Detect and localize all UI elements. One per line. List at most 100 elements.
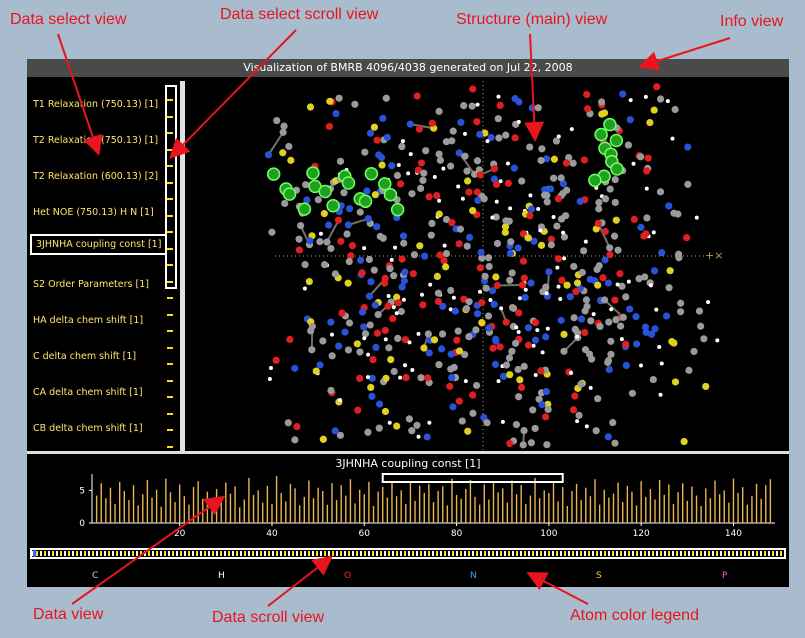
select-scroll-tick	[167, 396, 173, 398]
atom	[485, 324, 493, 332]
atom	[502, 318, 510, 326]
atom	[389, 257, 394, 262]
atom	[546, 185, 555, 193]
data-select-item-ca-delta[interactable]: CA delta chem shift [1]	[33, 387, 143, 398]
scroll-cell	[200, 551, 202, 556]
atom	[482, 284, 490, 292]
data-select-item-cb-delta[interactable]: CB delta chem shift [1]	[33, 423, 143, 434]
atom	[524, 324, 533, 332]
scroll-cell	[388, 551, 390, 556]
atom	[556, 134, 561, 139]
data-select-item-c-delta[interactable]: C delta chem shift [1]	[33, 351, 137, 362]
atom	[423, 433, 431, 441]
highlighted-atom	[282, 187, 297, 201]
atom	[622, 340, 630, 348]
atom	[460, 102, 468, 110]
atom	[584, 105, 592, 113]
select-scroll-tick	[167, 429, 173, 431]
molecule-render[interactable]: +×	[185, 81, 789, 451]
scroll-cell	[512, 551, 514, 556]
atom	[366, 129, 375, 137]
atom	[320, 260, 329, 269]
data-scroll-view[interactable]	[30, 548, 786, 559]
scroll-cell	[432, 551, 434, 556]
scroll-cell	[716, 551, 718, 556]
highlighted-atom	[297, 202, 312, 216]
scroll-cell	[256, 551, 258, 556]
atom	[557, 316, 565, 324]
data-select-item-s2-order[interactable]: S2 Order Parameters [1]	[33, 279, 149, 290]
annotation-info-view: Info view	[720, 13, 784, 30]
atom	[543, 155, 551, 163]
data-select-item-t1-relax-750[interactable]: T1 Relaxation (750.13) [1]	[33, 99, 159, 110]
atom	[390, 272, 398, 280]
atom	[338, 398, 343, 403]
atom	[484, 254, 493, 262]
data-select-item-t2-relax-600[interactable]: T2 Relaxation (600.13) [2]	[33, 171, 159, 182]
scroll-cell	[688, 551, 690, 556]
atom	[665, 99, 670, 104]
atom	[537, 241, 546, 249]
atom	[415, 125, 424, 133]
select-scroll-tick	[167, 346, 173, 349]
atom	[463, 379, 468, 384]
atom	[557, 215, 566, 223]
atom	[295, 235, 303, 243]
atom	[493, 281, 501, 290]
vertical-divider[interactable]	[180, 81, 185, 451]
atom	[481, 272, 489, 280]
atom	[494, 199, 499, 204]
atom	[684, 180, 692, 188]
atom	[498, 179, 503, 184]
scroll-cell	[208, 551, 210, 556]
atom	[335, 94, 343, 102]
legend-atom-c: C	[92, 571, 99, 581]
scroll-cell	[628, 551, 630, 556]
atom	[531, 424, 539, 433]
scroll-cell	[156, 551, 158, 556]
scroll-cell	[212, 551, 214, 556]
scroll-cell	[216, 551, 218, 556]
atom	[626, 305, 634, 313]
horizontal-divider[interactable]	[27, 451, 789, 454]
data-bar-chart[interactable]: 20 40 60 80 100 120 140 0 5	[27, 454, 789, 544]
atom	[420, 292, 425, 297]
atom	[291, 436, 299, 444]
data-scroll-thumb	[33, 550, 36, 557]
scroll-cell	[664, 551, 666, 556]
atom	[436, 156, 444, 164]
atom	[272, 356, 280, 364]
atom	[356, 348, 364, 356]
data-select-item-t2-relax-750[interactable]: T2 Relaxation (750.13) [1]	[33, 135, 159, 146]
scroll-cell	[60, 551, 62, 556]
scroll-cell	[680, 551, 682, 556]
atom	[506, 439, 514, 448]
data-select-scroll-thumb[interactable]	[165, 85, 177, 289]
atom	[557, 174, 565, 182]
atom	[410, 368, 415, 373]
scroll-cell	[312, 551, 314, 556]
atom	[515, 309, 523, 317]
data-select-item-3jhnha[interactable]: 3JHNHA coupling const [1]	[30, 234, 168, 255]
atom	[435, 150, 443, 158]
scroll-cell	[436, 551, 438, 556]
atom	[455, 347, 464, 355]
atom	[611, 175, 619, 184]
atom	[536, 207, 541, 212]
scroll-cell	[444, 551, 446, 556]
data-window-highlight[interactable]	[381, 473, 564, 483]
scroll-cell	[596, 551, 598, 556]
structure-main-view[interactable]: +×	[185, 81, 789, 451]
scroll-cell	[724, 551, 726, 556]
atom	[478, 298, 486, 307]
annotation-structure-view: Structure (main) view	[456, 11, 608, 28]
data-select-item-ha-delta[interactable]: HA delta chem shift [1]	[33, 315, 144, 326]
scroll-cell	[700, 551, 702, 556]
highlighted-atom	[610, 162, 624, 176]
atom	[671, 105, 679, 114]
scroll-cell	[304, 551, 306, 556]
data-view[interactable]: 3JHNHA coupling const [1] 20 40 60 80 100 120…	[27, 454, 789, 544]
data-select-item-het-noe[interactable]: Het NOE (750.13) H N [1]	[33, 207, 154, 218]
highlighted-atom	[266, 167, 281, 181]
scroll-cell	[188, 551, 190, 556]
